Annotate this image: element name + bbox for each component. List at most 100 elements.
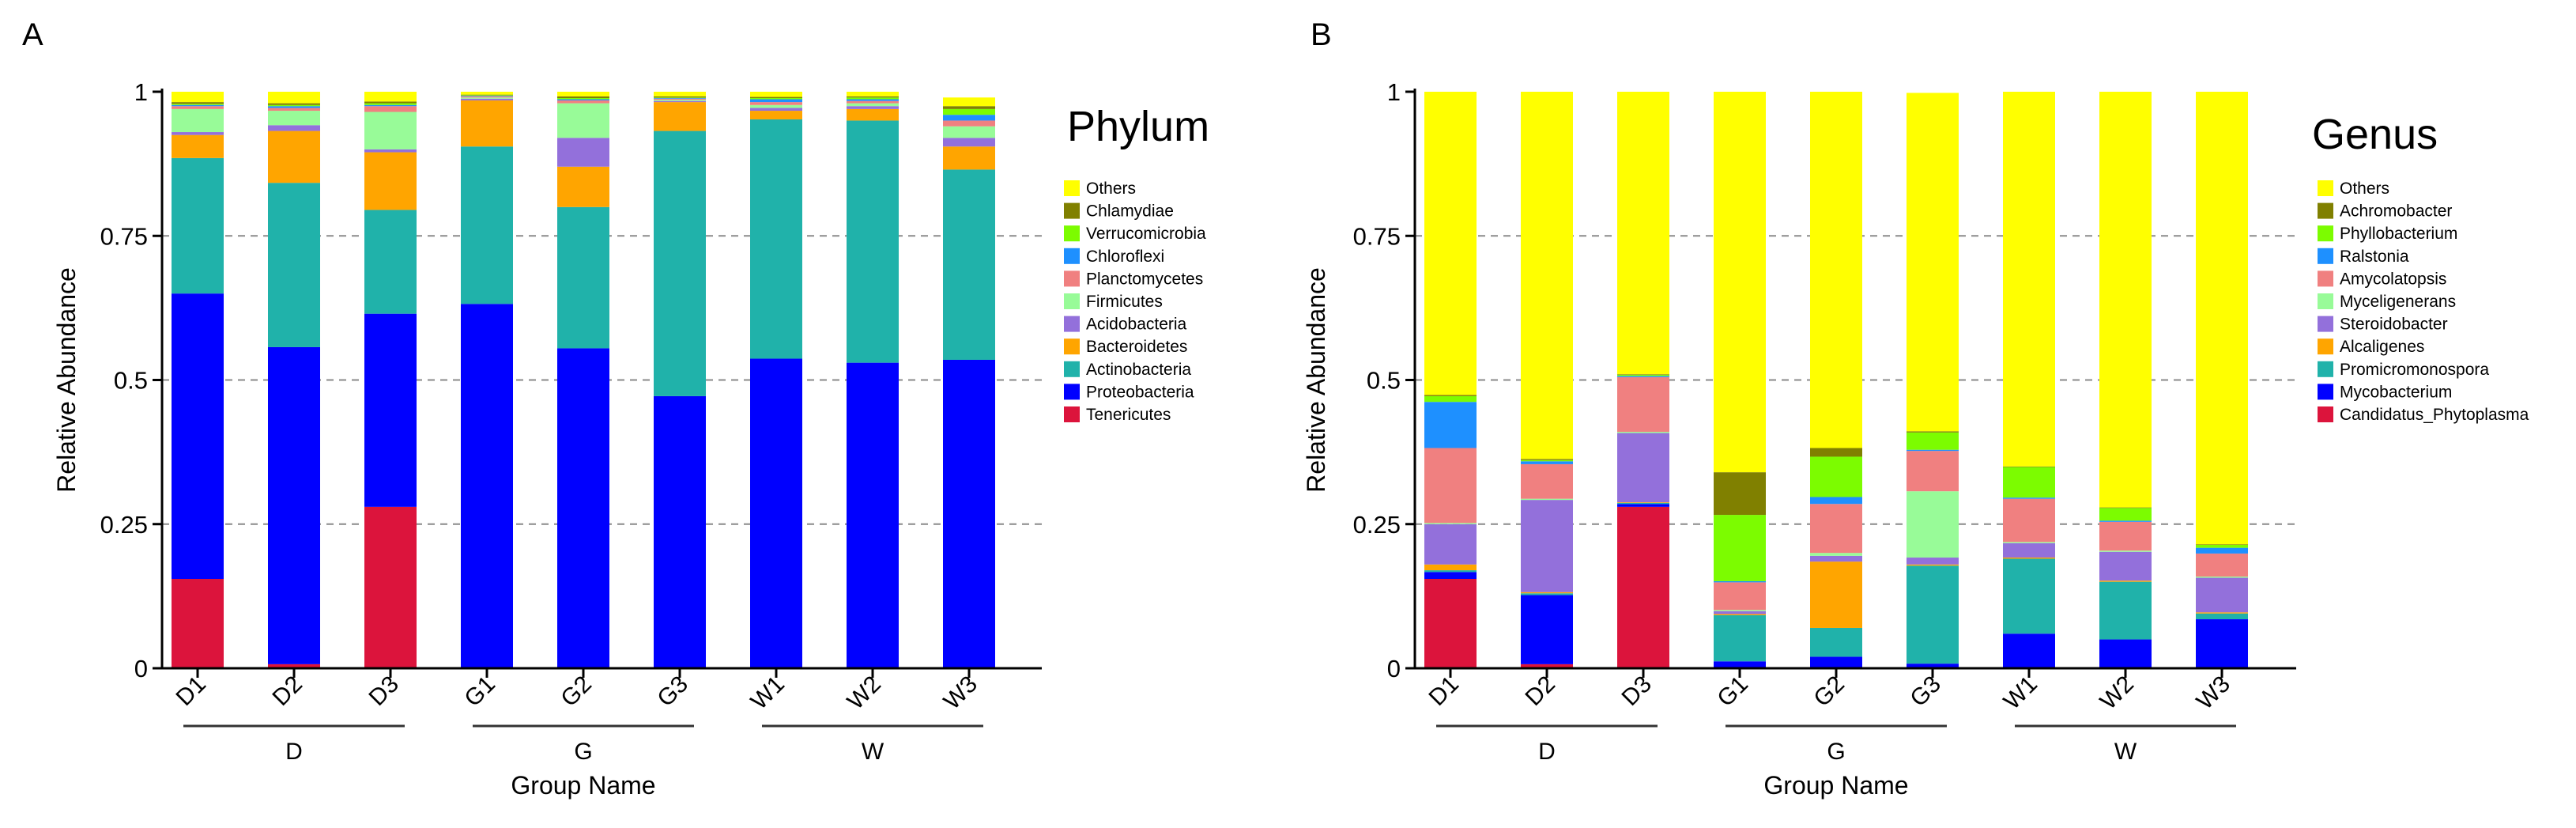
bar-segment-g2-others <box>557 92 609 96</box>
bar-segment-g2-chlamydiae <box>557 96 609 99</box>
bar-segment-d1-candidatus_phytoplasma <box>1424 579 1477 668</box>
x-tick-label: G2 <box>556 671 597 713</box>
bar-segment-w3-others <box>2196 92 2248 545</box>
bar-segment-w1-verrucomicrobia <box>750 98 802 100</box>
bar-segment-w2-firmicutes <box>847 103 899 107</box>
bar-segment-g1-mycobacterium <box>1714 661 1766 668</box>
bar-segment-g3-myceligenerans <box>1907 491 1959 558</box>
group-label: G <box>574 739 592 765</box>
bar-segment-w2-acidobacteria <box>847 106 899 109</box>
bar-segment-g3-acidobacteria <box>654 100 706 103</box>
bar-segment-d3-planctomycetes <box>364 106 417 112</box>
bar-segment-g3-verrucomicrobia <box>654 97 706 99</box>
legend-swatch <box>1064 406 1080 422</box>
bar-segment-w3-planctomycetes <box>943 120 995 127</box>
bar-segment-g1-promicromonospora <box>1714 614 1766 662</box>
bar-segment-g1-bacteroidetes <box>461 100 513 147</box>
bar-segment-g3-actinobacteria <box>654 130 706 396</box>
bar-segment-d2-chlamydiae <box>268 103 320 105</box>
bar-segment-g2-achromobacter <box>1810 448 1862 457</box>
bar-segment-d1-proteobacteria <box>172 293 224 580</box>
bar-segment-d1-chloroflexi <box>172 104 224 107</box>
group-label: W <box>2114 739 2137 765</box>
bar-segment-w1-others <box>2003 92 2055 467</box>
bar-segment-d1-acidobacteria <box>172 132 224 135</box>
bar-segment-d3-verrucomicrobia <box>364 103 417 105</box>
bar-segment-d2-tenericutes <box>268 664 320 668</box>
group-label: G <box>1827 739 1845 765</box>
legend-swatch <box>2318 270 2333 287</box>
x-tick-label: W1 <box>1999 671 2042 715</box>
bar-segment-w1-myceligenerans <box>2003 542 2055 543</box>
y-axis-label: Relative Abundance <box>52 267 81 493</box>
bar-segment-d2-candidatus_phytoplasma <box>1521 664 1573 668</box>
bar-segment-w2-bacteroidetes <box>847 108 899 121</box>
bar-segment-g1-actinobacteria <box>461 146 513 304</box>
bar-segment-w3-ralstonia <box>2196 547 2248 554</box>
bar-segment-w2-ralstonia <box>2099 520 2152 522</box>
bar-segment-d3-chloroflexi <box>364 104 417 107</box>
bar-segment-w3-alcaligenes <box>2196 612 2248 614</box>
bar-segment-g3-chlamydiae <box>654 96 706 98</box>
bar-segment-d1-promicromonospora <box>1424 570 1477 573</box>
bar-segment-d3-actinobacteria <box>364 210 417 314</box>
bar-segment-w1-planctomycetes <box>750 102 802 105</box>
bar-segment-g1-proteobacteria <box>461 304 513 668</box>
bar-segment-g1-amycolatopsis <box>1714 582 1766 611</box>
bar-segment-g2-amycolatopsis <box>1810 504 1862 554</box>
bar-segment-g1-others <box>1714 92 1766 473</box>
x-tick-label: G3 <box>1905 671 1946 713</box>
bar-segment-g3-mycobacterium <box>1907 664 1959 668</box>
bar-segment-w2-alcaligenes <box>2099 580 2152 582</box>
panel-label: A <box>22 17 43 52</box>
bar-segment-d2-mycobacterium <box>1521 595 1573 664</box>
bar-segment-w2-proteobacteria <box>847 362 899 668</box>
bar-segment-g3-chloroflexi <box>654 98 706 99</box>
bar-segment-w1-amycolatopsis <box>2003 498 2055 543</box>
bar-segment-g3-phyllobacterium <box>1907 432 1959 450</box>
bar-segment-w3-chloroflexi <box>943 115 995 121</box>
legend-label: Mycobacterium <box>2340 383 2452 401</box>
legend-swatch <box>2318 293 2333 309</box>
bar-segment-g1-verrucomicrobia <box>461 95 513 96</box>
legend-label: Firmicutes <box>1086 293 1163 311</box>
bar-segment-d3-firmicutes <box>364 112 417 149</box>
bar-segment-w3-acidobacteria <box>943 138 995 147</box>
bar-segment-w1-bacteroidetes <box>750 111 802 119</box>
bar-segment-w3-others <box>943 97 995 107</box>
bar-segment-w3-mycobacterium <box>2196 619 2248 668</box>
bar-segment-w1-actinobacteria <box>750 119 802 359</box>
bar-segment-d2-bacteroidetes <box>268 130 320 183</box>
bar-segment-w2-others <box>2099 92 2152 508</box>
legend-swatch <box>1064 270 1080 287</box>
x-axis-label: Group Name <box>1763 771 1908 800</box>
bar-segment-w2-others <box>847 92 899 96</box>
bar-segment-d1-phyllobacterium <box>1424 395 1477 403</box>
legend-label: Phyllobacterium <box>2340 225 2457 243</box>
bar-segment-g3-proteobacteria <box>654 395 706 668</box>
y-tick-label: 0.5 <box>1367 367 1401 395</box>
bar-segment-g3-bacteroidetes <box>654 102 706 131</box>
x-tick-label: G1 <box>459 671 500 713</box>
bar-segment-d2-others <box>1521 92 1573 459</box>
legend-swatch <box>2318 248 2333 264</box>
bar-segment-d3-myceligenerans <box>1617 432 1669 433</box>
x-axis-label: Group Name <box>511 771 655 800</box>
legend-swatch <box>2318 202 2333 219</box>
bar-segment-d2-phyllobacterium <box>1521 459 1573 462</box>
bar-segment-g2-ralstonia <box>1810 497 1862 505</box>
legend-swatch <box>2318 225 2333 242</box>
bar-segment-w2-verrucomicrobia <box>847 97 899 100</box>
bar-segment-d2-promicromonospora <box>1521 593 1573 595</box>
bar-segment-w1-steroidobacter <box>2003 543 2055 558</box>
bar-segment-w3-phyllobacterium <box>2196 544 2248 548</box>
bar-segment-g2-firmicutes <box>557 103 609 138</box>
bar-segment-w3-promicromonospora <box>2196 613 2248 620</box>
legend-label: Others <box>1086 180 1136 198</box>
legend-label: Others <box>2340 180 2389 198</box>
bar-segment-d3-candidatus_phytoplasma <box>1617 506 1669 668</box>
bar-segment-w3-verrucomicrobia <box>943 108 995 115</box>
bar-segment-d3-alcaligenes <box>1617 502 1669 503</box>
y-tick-label: 0.25 <box>100 511 148 539</box>
